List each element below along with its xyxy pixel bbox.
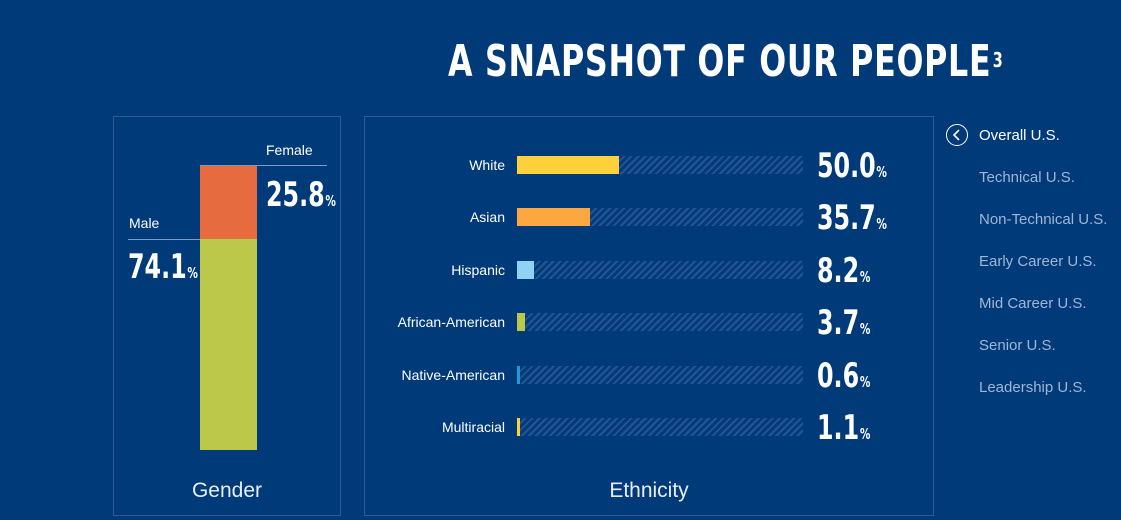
male-leader-line (128, 239, 200, 240)
title-text: A SNAPSHOT OF OUR PEOPLE (448, 36, 992, 87)
gender-panel: Female Male 25.8% 74.1% Gender (113, 116, 341, 516)
ethnicity-label-hispanic: Hispanic (451, 261, 505, 278)
ethnicity-bar-african-american (517, 313, 525, 332)
ethnicity-bar-white (517, 156, 620, 174)
ethnicity-track-native-american (517, 365, 803, 384)
ethnicity-value-number: 50.0 (817, 146, 876, 186)
ethnicity-bar-native-american (517, 365, 520, 384)
ethnicity-label-white: White (469, 157, 505, 173)
female-leader-line (200, 165, 327, 166)
gender-bar-male (200, 238, 257, 450)
gender-bar-female (200, 165, 257, 239)
ethnicity-value-unit: % (876, 215, 887, 234)
ethnicity-panel: White 50.0% Asian 35.7% Hispanic 8.2% African-… (364, 116, 934, 516)
nav-item-senior-u-s[interactable]: Senior U.S. (979, 337, 1056, 354)
chevron-left-circle-icon[interactable] (946, 124, 968, 146)
nav-item-overall-u-s[interactable]: Overall U.S. (979, 127, 1060, 144)
ethnicity-value-unit: % (859, 267, 871, 286)
gender-panel-label: Gender (191, 479, 263, 502)
nav-item-mid-career-u-s[interactable]: Mid Career U.S. (979, 295, 1087, 312)
ethnicity-value-native-american: 0.6% (817, 356, 870, 402)
male-value-unit: % (187, 264, 198, 282)
ethnicity-value-number: 3.7 (817, 303, 860, 344)
ethnicity-value-unit: % (859, 425, 871, 443)
ethnicity-bar-multiracial (517, 418, 520, 436)
male-value-number: 74.1 (128, 247, 187, 287)
ethnicity-row: African-American 3.7% (365, 303, 935, 343)
ethnicity-row: Multiracial 1.1% (365, 408, 935, 448)
female-value-unit: % (325, 192, 336, 210)
ethnicity-track-asian (517, 208, 803, 227)
ethnicity-track-multiracial (517, 418, 803, 436)
ethnicity-label-asian: Asian (469, 209, 505, 226)
nav-item-early-career-u-s[interactable]: Early Career U.S. (979, 253, 1097, 270)
ethnicity-value-asian: 35.7% (817, 198, 887, 244)
ethnicity-track-african-american (517, 313, 803, 332)
female-value-number: 25.8 (266, 175, 325, 215)
female-label: Female (266, 142, 313, 158)
ethnicity-value-number: 1.1 (817, 408, 860, 448)
female-value: 25.8% (266, 175, 336, 221)
ethnicity-value-number: 8.2 (817, 250, 860, 291)
ethnicity-track-hispanic (517, 260, 803, 279)
ethnicity-value-white: 50.0% (817, 146, 887, 192)
ethnicity-row: Hispanic 8.2% (365, 251, 935, 291)
ethnicity-value-unit: % (859, 320, 871, 339)
ethnicity-track-white (517, 156, 803, 174)
male-label: Male (129, 215, 160, 231)
male-value: 74.1% (128, 247, 198, 293)
ethnicity-value-african-american: 3.7% (817, 303, 870, 349)
ethnicity-label-african-american: African-American (397, 314, 505, 331)
nav-item-non-technical-u-s[interactable]: Non-Technical U.S. (979, 211, 1108, 228)
ethnicity-value-number: 0.6 (817, 355, 860, 396)
ethnicity-label-native-american: Native-American (401, 366, 505, 383)
ethnicity-value-unit: % (859, 372, 871, 391)
ethnicity-value-number: 35.7 (817, 198, 876, 239)
nav-item-technical-u-s[interactable]: Technical U.S. (979, 169, 1075, 186)
ethnicity-bar-hispanic (517, 260, 534, 279)
ethnicity-label-multiracial: Multiracial (441, 419, 505, 435)
page-title: A SNAPSHOT OF OUR PEOPLE3 (448, 34, 1004, 90)
nav-item-leadership-u-s[interactable]: Leadership U.S. (979, 379, 1087, 396)
ethnicity-row: White 50.0% (365, 146, 935, 186)
ethnicity-row: Native-American 0.6% (365, 356, 935, 396)
ethnicity-value-hispanic: 8.2% (817, 251, 870, 297)
ethnicity-value-unit: % (876, 163, 887, 181)
title-footnote-marker: 3 (992, 48, 1004, 72)
ethnicity-bar-asian (517, 208, 590, 227)
ethnicity-row: Asian 35.7% (365, 198, 935, 238)
ethnicity-value-multiracial: 1.1% (817, 408, 870, 454)
ethnicity-panel-label: Ethnicity (609, 479, 689, 502)
